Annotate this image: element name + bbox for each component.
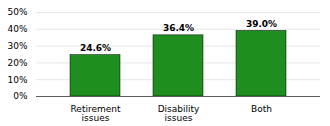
svg-text:50%: 50% (7, 7, 27, 17)
svg-text:Disabilityissues: Disabilityissues (158, 104, 200, 123)
svg-text:0%: 0% (13, 91, 28, 101)
svg-text:40%: 40% (7, 24, 27, 34)
svg-text:Retirementissues: Retirementissues (71, 104, 121, 123)
svg-text:39.0%: 39.0% (246, 19, 277, 29)
svg-text:Both: Both (251, 104, 272, 114)
svg-text:24.6%: 24.6% (80, 43, 111, 53)
svg-text:36.4%: 36.4% (163, 23, 194, 33)
svg-text:10%: 10% (7, 75, 27, 85)
svg-text:20%: 20% (7, 58, 27, 68)
svg-text:30%: 30% (7, 41, 27, 51)
